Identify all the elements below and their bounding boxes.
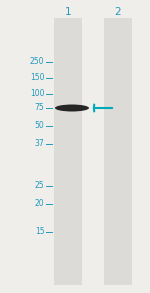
Bar — [54, 18, 82, 285]
Text: 2: 2 — [115, 7, 121, 17]
Text: 100: 100 — [30, 89, 45, 98]
Ellipse shape — [55, 105, 89, 112]
Text: 250: 250 — [30, 57, 45, 67]
Bar — [104, 18, 132, 285]
Text: 25: 25 — [35, 181, 45, 190]
Text: 150: 150 — [30, 74, 45, 83]
Text: 1: 1 — [65, 7, 71, 17]
Text: 75: 75 — [35, 103, 45, 113]
Text: 20: 20 — [35, 200, 45, 209]
Text: 37: 37 — [35, 139, 45, 149]
Text: 15: 15 — [35, 227, 45, 236]
Text: 50: 50 — [35, 122, 45, 130]
